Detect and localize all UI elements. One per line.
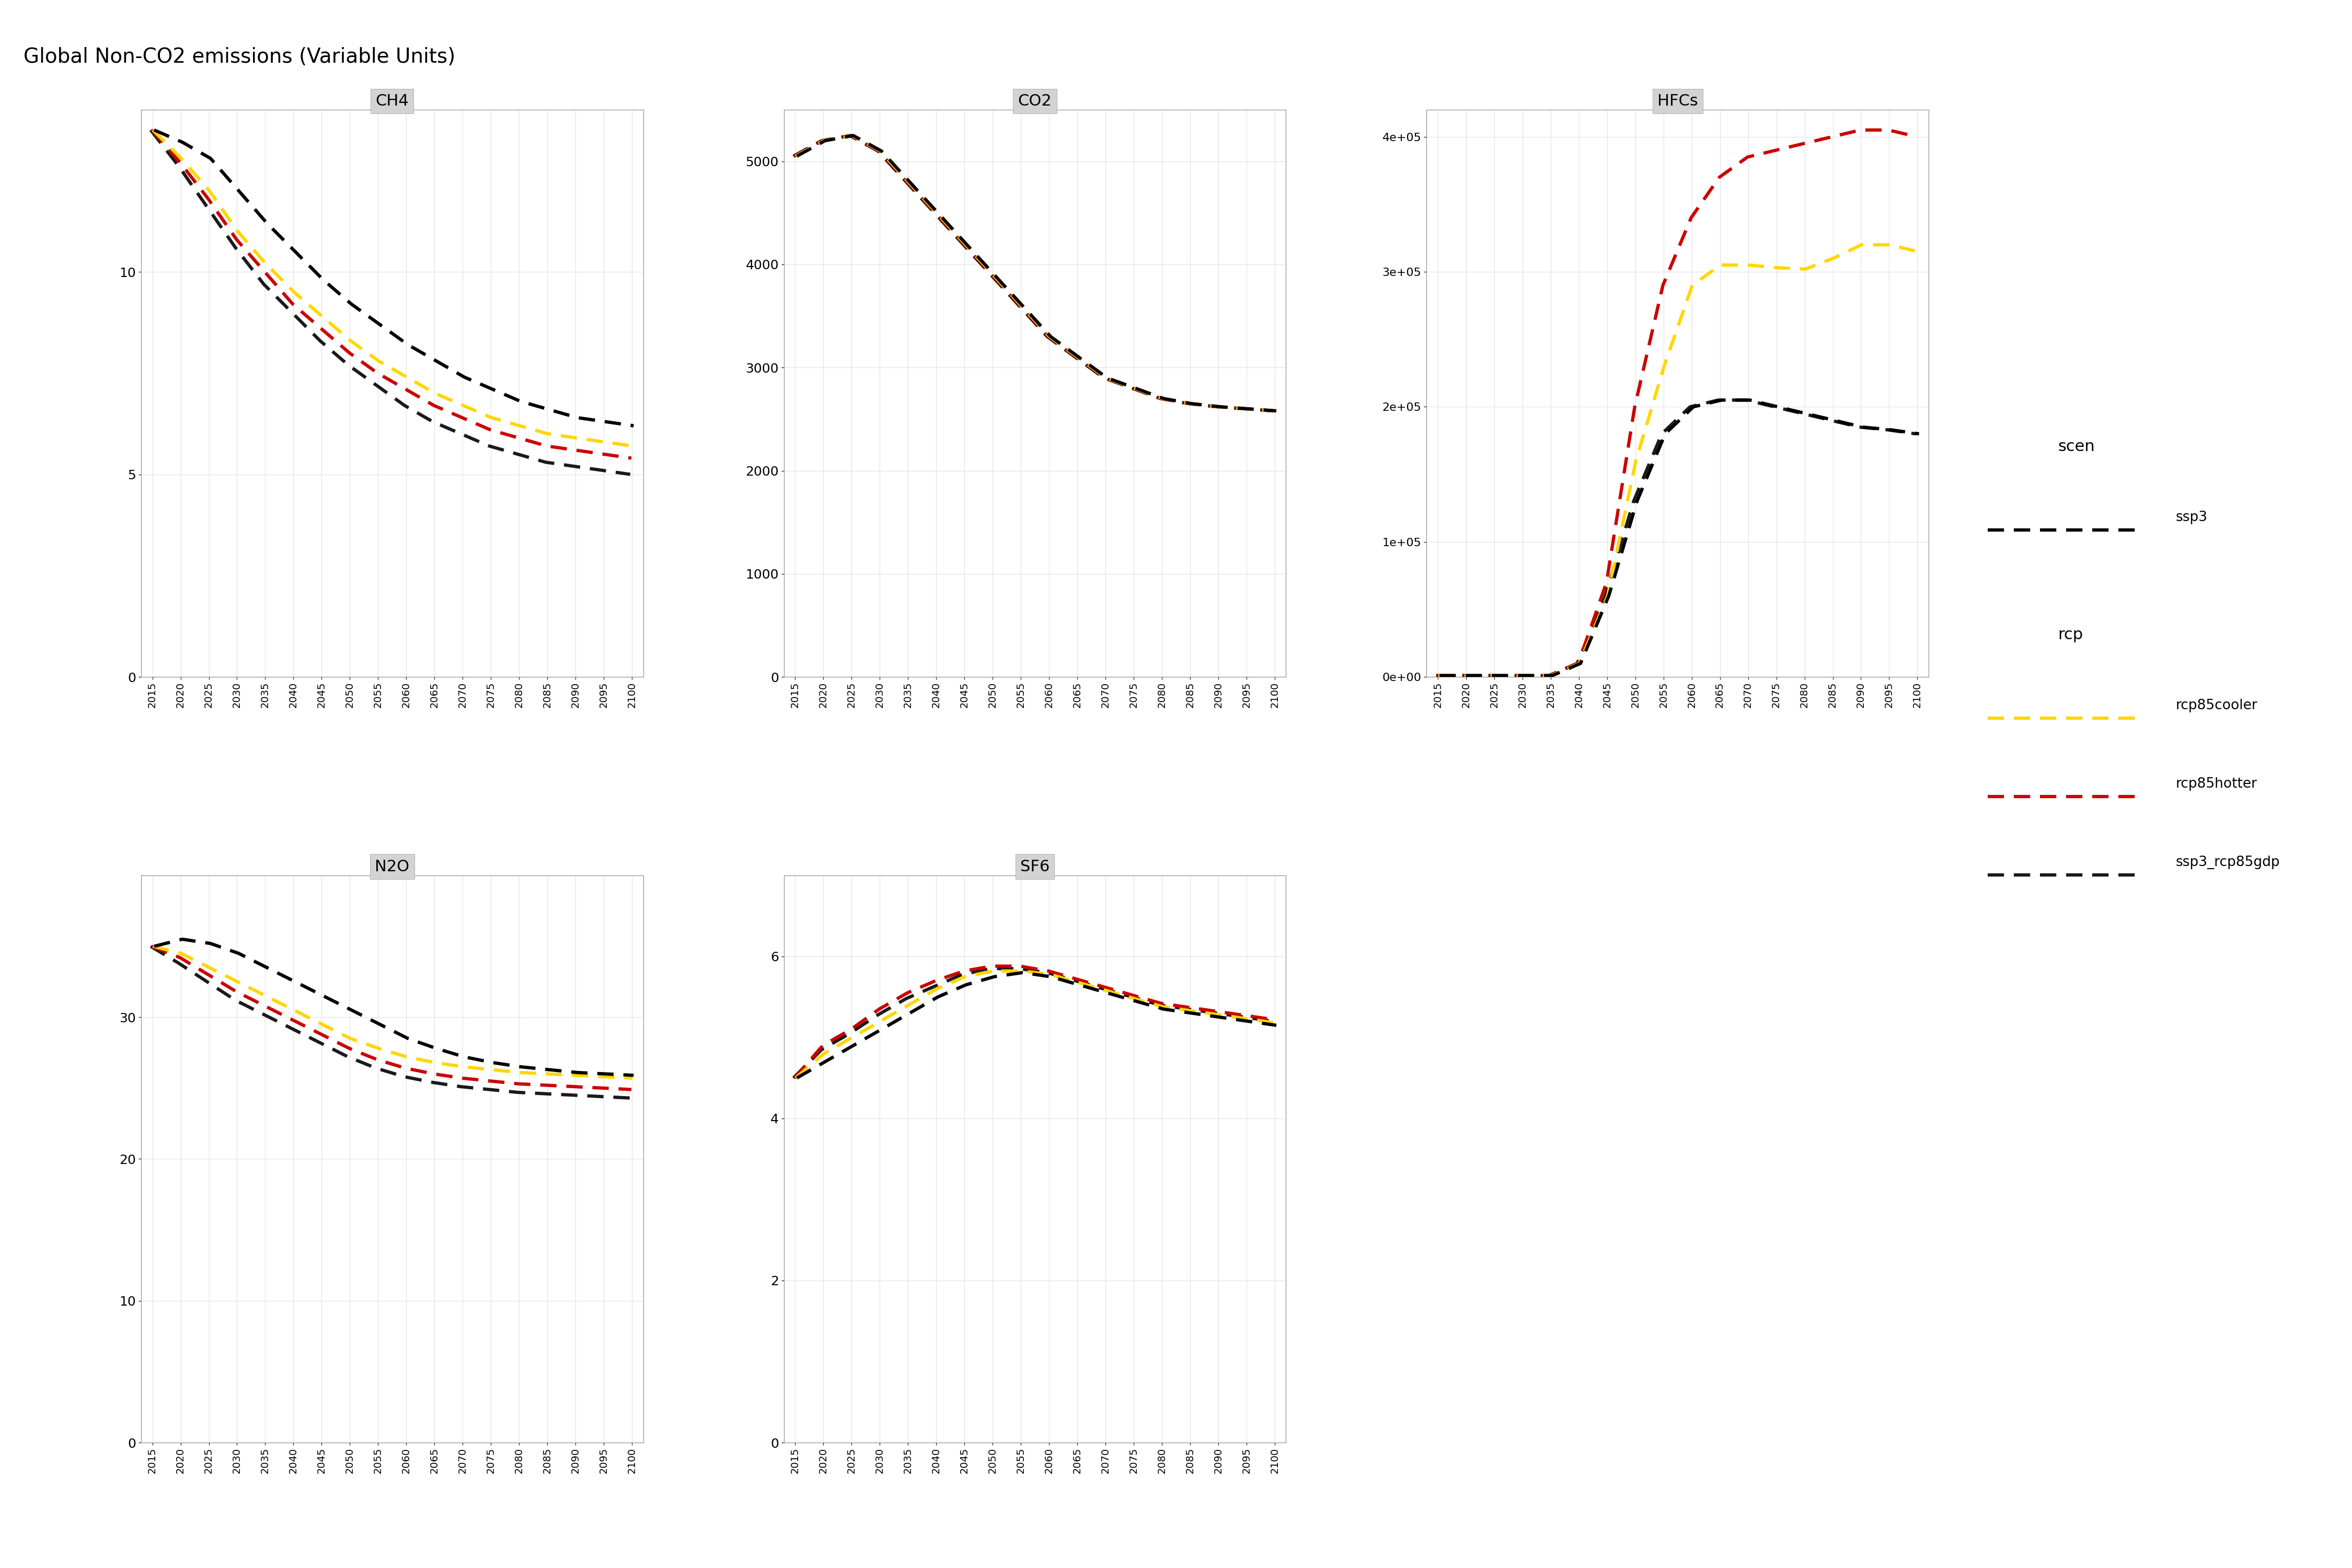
Text: scen: scen: [2058, 439, 2096, 455]
Title: HFCs: HFCs: [1658, 94, 1698, 108]
Title: SF6: SF6: [1021, 859, 1049, 875]
Title: N2O: N2O: [374, 859, 409, 875]
Text: rcp85cooler: rcp85cooler: [2176, 699, 2258, 712]
Title: CH4: CH4: [376, 94, 409, 108]
Text: ssp3: ssp3: [2176, 511, 2209, 524]
Title: CO2: CO2: [1018, 94, 1051, 108]
Text: ssp3_rcp85gdp: ssp3_rcp85gdp: [2176, 856, 2279, 869]
Text: Global Non-CO2 emissions (Variable Units): Global Non-CO2 emissions (Variable Units…: [24, 47, 456, 67]
Text: rcp: rcp: [2058, 627, 2084, 643]
Text: rcp85hotter: rcp85hotter: [2176, 778, 2258, 790]
